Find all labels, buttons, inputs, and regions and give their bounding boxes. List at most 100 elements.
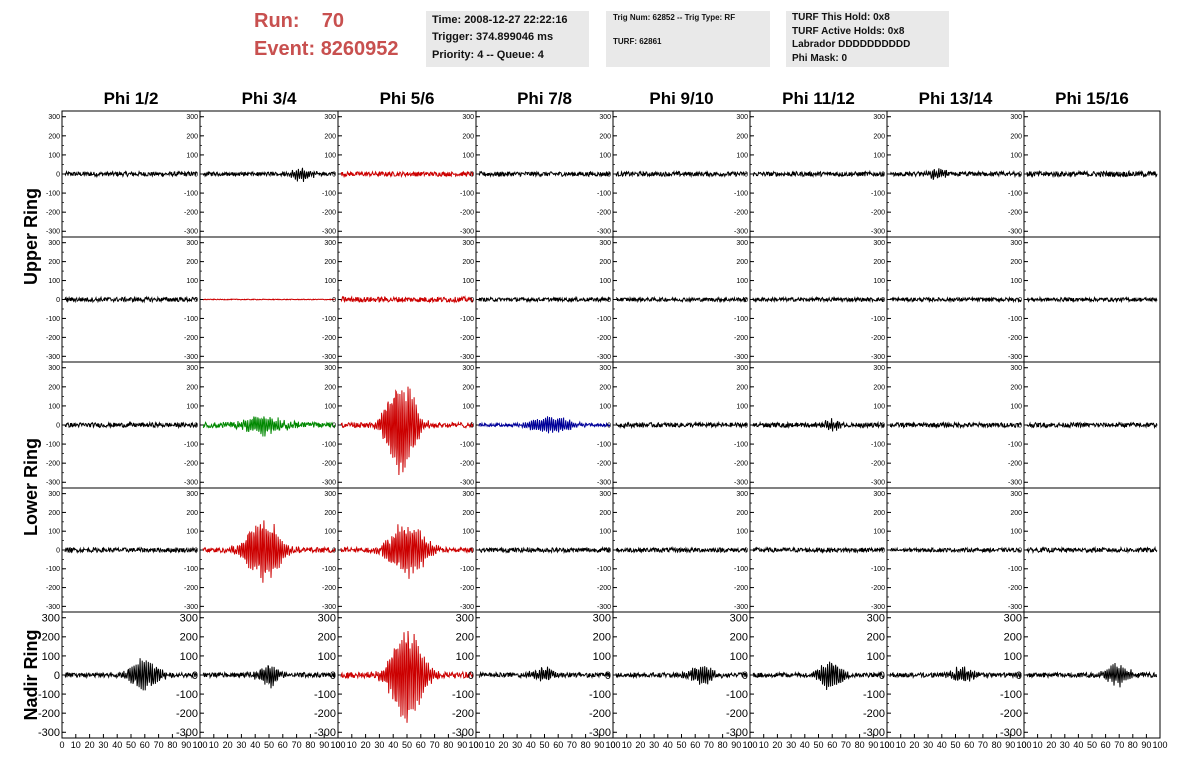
y-tick-label: 0 bbox=[605, 670, 611, 682]
x-tick-label: 50 bbox=[402, 740, 412, 750]
y-tick-label: -100 bbox=[726, 689, 748, 701]
y-tick-label: 300 bbox=[186, 365, 198, 372]
y-tick-label: -200 bbox=[734, 210, 748, 217]
y-tick-label: 200 bbox=[867, 632, 885, 644]
ring-label: Lower Ring bbox=[21, 438, 41, 536]
waveform-trace bbox=[615, 666, 748, 685]
y-tick-label: 0 bbox=[332, 422, 336, 429]
y-tick-label: 200 bbox=[186, 259, 198, 266]
time-info-box: Time: 2008-12-27 22:22:16 Trigger: 374.8… bbox=[426, 11, 589, 67]
y-tick-label: 200 bbox=[1010, 384, 1022, 391]
y-tick-label: -300 bbox=[726, 727, 748, 739]
y-tick-label: 100 bbox=[1010, 403, 1022, 410]
x-tick-label: 50 bbox=[264, 740, 274, 750]
y-tick-label: -300 bbox=[460, 229, 474, 236]
y-tick-label: 100 bbox=[462, 403, 474, 410]
y-tick-label: 0 bbox=[607, 547, 611, 554]
x-tick-label: 10 bbox=[485, 740, 495, 750]
x-tick-label: 80 bbox=[581, 740, 591, 750]
y-tick-label: -300 bbox=[322, 480, 336, 487]
y-tick-label: -300 bbox=[1000, 727, 1022, 739]
y-tick-label: 200 bbox=[599, 259, 611, 266]
priority-line: Priority: 4 -- Queue: 4 bbox=[432, 48, 544, 61]
y-tick-label: 0 bbox=[1018, 171, 1022, 178]
x-tick-label: 90 bbox=[319, 740, 329, 750]
y-tick-label: 100 bbox=[867, 651, 885, 663]
y-tick-label: 0 bbox=[470, 297, 474, 304]
y-tick-label: 100 bbox=[48, 403, 60, 410]
y-tick-label: -300 bbox=[38, 727, 60, 739]
y-tick-label: 300 bbox=[324, 491, 336, 498]
y-tick-label: -300 bbox=[322, 229, 336, 236]
y-tick-label: -100 bbox=[322, 191, 336, 198]
trigger-line: Trigger: 374.899046 ms bbox=[432, 31, 554, 44]
y-tick-label: -100 bbox=[734, 316, 748, 323]
y-tick-label: 0 bbox=[744, 171, 748, 178]
y-tick-label: 100 bbox=[599, 278, 611, 285]
y-tick-label: -200 bbox=[322, 461, 336, 468]
y-tick-label: 300 bbox=[599, 365, 611, 372]
y-tick-label: -200 bbox=[863, 708, 885, 720]
y-tick-label: 0 bbox=[879, 670, 885, 682]
y-tick-label: 200 bbox=[324, 510, 336, 517]
x-tick-label: 0 bbox=[59, 740, 64, 750]
y-tick-label: -100 bbox=[184, 316, 198, 323]
x-tick-label: 20 bbox=[498, 740, 508, 750]
y-tick-label: -200 bbox=[460, 461, 474, 468]
y-tick-label: -100 bbox=[734, 442, 748, 449]
y-tick-label: -100 bbox=[1008, 191, 1022, 198]
y-tick-label: 200 bbox=[324, 133, 336, 140]
y-tick-label: 100 bbox=[736, 403, 748, 410]
x-tick-label: 30 bbox=[923, 740, 933, 750]
y-tick-label: -300 bbox=[314, 727, 336, 739]
y-tick-label: 100 bbox=[593, 651, 611, 663]
y-tick-label: -100 bbox=[460, 191, 474, 198]
y-tick-label: -200 bbox=[322, 210, 336, 217]
y-tick-label: 200 bbox=[599, 133, 611, 140]
waveform-trace bbox=[202, 665, 336, 689]
y-tick-label: -300 bbox=[734, 480, 748, 487]
y-tick-label: 100 bbox=[736, 152, 748, 159]
x-tick-label: 90 bbox=[1005, 740, 1015, 750]
y-tick-label: 300 bbox=[1010, 240, 1022, 247]
y-tick-label: 0 bbox=[332, 547, 336, 554]
x-tick-label: 90 bbox=[181, 740, 191, 750]
x-tick-label: 80 bbox=[1128, 740, 1138, 750]
y-tick-label: -100 bbox=[597, 191, 611, 198]
y-tick-label: -300 bbox=[322, 604, 336, 611]
x-tick-label: 100 bbox=[879, 740, 894, 750]
y-tick-label: -300 bbox=[871, 354, 885, 361]
y-tick-label: 100 bbox=[48, 152, 60, 159]
event-label: Event: 8260952 bbox=[254, 38, 399, 61]
y-tick-label: -200 bbox=[734, 461, 748, 468]
x-tick-label: 30 bbox=[98, 740, 108, 750]
y-tick-label: 300 bbox=[873, 240, 885, 247]
y-tick-label: 0 bbox=[744, 422, 748, 429]
y-tick-label: 0 bbox=[332, 171, 336, 178]
y-tick-label: -100 bbox=[1000, 689, 1022, 701]
y-tick-label: -100 bbox=[734, 191, 748, 198]
y-tick-label: 100 bbox=[873, 278, 885, 285]
x-tick-label: 20 bbox=[635, 740, 645, 750]
x-tick-label: 10 bbox=[347, 740, 357, 750]
y-tick-label: 200 bbox=[462, 259, 474, 266]
x-tick-label: 80 bbox=[992, 740, 1002, 750]
x-tick-label: 60 bbox=[416, 740, 426, 750]
y-tick-label: -300 bbox=[734, 604, 748, 611]
x-tick-label: 50 bbox=[676, 740, 686, 750]
y-tick-label: 0 bbox=[744, 547, 748, 554]
waveform-trace bbox=[889, 546, 1022, 554]
y-tick-label: 300 bbox=[324, 240, 336, 247]
y-tick-label: 0 bbox=[1016, 670, 1022, 682]
y-tick-label: -300 bbox=[597, 480, 611, 487]
y-tick-label: 300 bbox=[736, 491, 748, 498]
y-tick-label: -300 bbox=[46, 480, 60, 487]
y-tick-label: 100 bbox=[186, 529, 198, 536]
event-label-text: Event: bbox=[254, 38, 316, 60]
y-tick-label: -200 bbox=[314, 708, 336, 720]
y-tick-label: -100 bbox=[863, 689, 885, 701]
x-tick-label: 90 bbox=[868, 740, 878, 750]
time-line: Time: 2008-12-27 22:22:16 bbox=[432, 14, 568, 26]
y-tick-label: 100 bbox=[456, 651, 474, 663]
y-tick-label: 0 bbox=[56, 297, 60, 304]
